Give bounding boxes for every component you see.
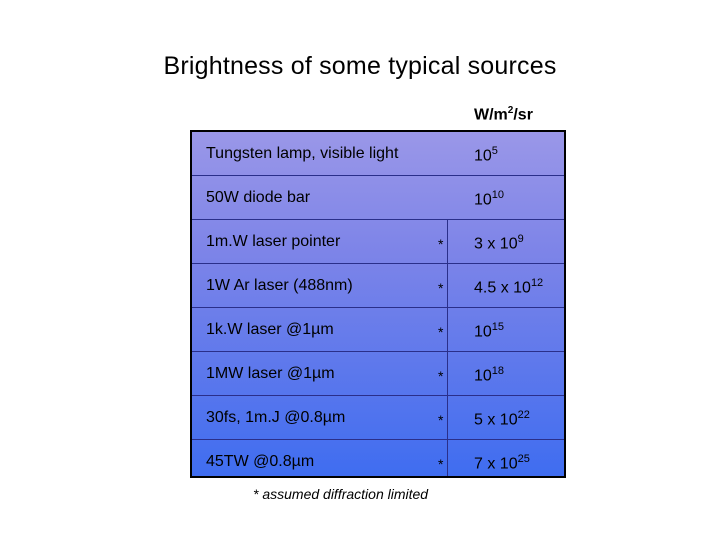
row-label: Tungsten lamp, visible light	[206, 145, 399, 162]
row-value-mantissa: 3 x 10	[474, 235, 518, 253]
row-value-exponent: 12	[530, 277, 544, 289]
row-value: 7 x 1025	[474, 453, 530, 473]
table-row: 45TW @0.8µm * 7 x 1025	[192, 440, 564, 484]
row-marker: *	[438, 412, 444, 428]
table-row: 1MW laser @1µm * 1018	[192, 352, 564, 396]
unit-prefix: W/m	[474, 106, 508, 124]
row-value: 1010	[474, 189, 504, 209]
table-row: 50W diode bar 1010	[192, 176, 564, 220]
row-value-mantissa: 10	[474, 191, 492, 209]
row-value-exponent: 5	[491, 145, 498, 157]
row-value-mantissa: 10	[474, 147, 492, 165]
page-title: Brightness of some typical sources	[163, 52, 557, 80]
row-label: 1m.W laser pointer	[206, 233, 341, 250]
row-value-mantissa: 10	[474, 367, 492, 385]
row-label: 1MW laser @1µm	[206, 365, 335, 382]
row-value: 1018	[474, 365, 504, 385]
row-marker: *	[438, 236, 444, 252]
row-label: 30fs, 1m.J @0.8µm	[206, 409, 346, 426]
row-marker: *	[438, 456, 444, 472]
row-marker: *	[438, 324, 444, 340]
row-value: 4.5 x 1012	[474, 277, 543, 297]
row-value-exponent: 10	[491, 189, 505, 201]
row-label: 45TW @0.8µm	[206, 453, 315, 470]
row-value-mantissa: 7 x 10	[474, 455, 518, 473]
row-value-mantissa: 4.5 x 10	[474, 279, 531, 297]
row-label: 50W diode bar	[206, 189, 311, 206]
row-label: 1W Ar laser (488nm)	[206, 277, 353, 294]
row-value-exponent: 15	[491, 321, 505, 333]
row-value-exponent: 22	[517, 409, 530, 421]
unit-label: W/m2/sr	[474, 105, 533, 124]
row-marker: *	[438, 368, 444, 384]
row-value: 1015	[474, 321, 504, 341]
row-value-exponent: 9	[517, 233, 524, 245]
row-marker: *	[438, 280, 444, 296]
row-value-mantissa: 10	[474, 323, 492, 341]
brightness-table: Tungsten lamp, visible light 105 50W dio…	[190, 130, 566, 478]
row-value-mantissa: 5 x 10	[474, 411, 518, 429]
row-value: 105	[474, 145, 498, 165]
table-row: Tungsten lamp, visible light 105	[192, 132, 564, 176]
unit-suffix: /sr	[513, 106, 533, 124]
row-value-exponent: 18	[491, 365, 505, 377]
table-row: 30fs, 1m.J @0.8µm * 5 x 1022	[192, 396, 564, 440]
footnote: * assumed diffraction limited	[253, 486, 429, 502]
column-divider	[447, 220, 448, 476]
row-value: 3 x 109	[474, 233, 524, 253]
row-value: 5 x 1022	[474, 409, 530, 429]
table-row: 1k.W laser @1µm * 1015	[192, 308, 564, 352]
unit-exponent: 2	[507, 105, 514, 116]
table-row: 1W Ar laser (488nm) * 4.5 x 1012	[192, 264, 564, 308]
row-value-exponent: 25	[517, 453, 530, 465]
row-label: 1k.W laser @1µm	[206, 321, 334, 338]
table-row: 1m.W laser pointer * 3 x 109	[192, 220, 564, 264]
